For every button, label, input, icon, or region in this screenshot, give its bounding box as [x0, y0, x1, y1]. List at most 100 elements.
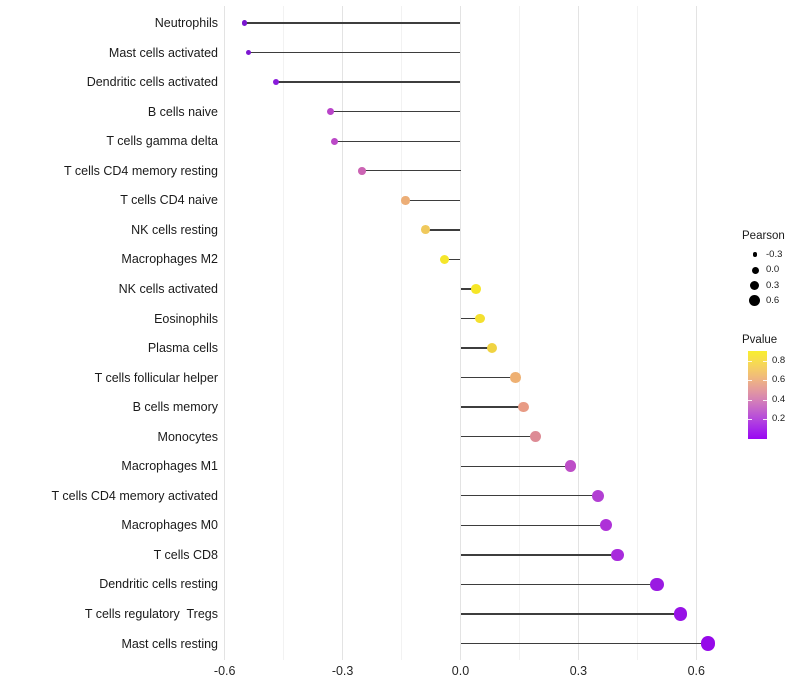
data-point — [486, 343, 497, 354]
size-legend-title: Pearson — [742, 230, 785, 242]
size-legend-dot — [752, 252, 758, 257]
lollipop-stem — [460, 347, 492, 349]
data-point — [401, 196, 410, 205]
x-axis-tick-label: -0.3 — [331, 664, 354, 678]
size-legend-dot — [751, 266, 759, 274]
lollipop-stem — [460, 406, 524, 408]
lollipop-stem — [248, 51, 461, 54]
y-axis-label: Mast cells resting — [121, 636, 218, 651]
y-axis-label: T cells CD8 — [153, 547, 218, 562]
y-axis-label: Dendritic cells activated — [86, 75, 218, 90]
y-axis-label: Plasma cells — [147, 341, 218, 356]
y-axis-label: Dendritic cells resting — [99, 577, 218, 592]
major-gridline — [224, 6, 226, 660]
y-axis-label: Monocytes — [157, 429, 218, 444]
y-axis-label: NK cells activated — [118, 281, 218, 296]
minor-gridline — [401, 6, 403, 660]
data-point — [272, 79, 279, 86]
lollipop-stem — [460, 495, 599, 497]
lollipop-stem — [460, 288, 477, 290]
y-axis-label: Macrophages M0 — [121, 518, 218, 533]
major-gridline — [695, 6, 697, 660]
minor-gridline — [636, 6, 638, 660]
lollipop-stem — [460, 642, 709, 645]
lollipop-stem — [444, 258, 461, 261]
y-axis-label: NK cells resting — [131, 222, 218, 237]
size-legend-dot — [749, 295, 761, 307]
x-axis-tick-label: 0.6 — [687, 664, 705, 678]
y-axis-label: T cells CD4 memory resting — [64, 163, 218, 178]
colorbar-tick — [748, 360, 752, 362]
colorbar-tick-label: 0.4 — [772, 393, 786, 405]
y-axis-label: B cells memory — [132, 400, 218, 415]
x-axis-tick-label: 0.3 — [569, 664, 588, 678]
colorbar-tick — [763, 399, 767, 401]
y-axis-label: Macrophages M1 — [121, 459, 218, 474]
data-point — [440, 254, 450, 264]
size-legend-dot — [750, 280, 760, 290]
lollipop-stem — [330, 110, 461, 113]
lollipop-stem — [275, 81, 461, 83]
y-axis-label: Neutrophils — [154, 16, 218, 30]
colorbar-tick-label: 0.6 — [772, 374, 786, 386]
lollipop-stem — [460, 376, 516, 379]
y-axis-label: T cells regulatory Tregs — [84, 607, 218, 621]
colorbar-tick — [763, 360, 767, 362]
data-point — [327, 108, 335, 116]
size-legend-label: 0.3 — [766, 279, 780, 291]
lollipop-stem — [405, 199, 461, 201]
data-point — [475, 313, 486, 324]
minor-gridline — [518, 6, 520, 660]
size-legend-label: 0.0 — [766, 264, 780, 275]
data-point — [358, 166, 367, 175]
data-point — [510, 372, 521, 383]
lollipop-stem — [460, 317, 481, 320]
y-axis-label: Macrophages M2 — [121, 252, 218, 267]
data-point — [245, 49, 251, 56]
colorbar-tick — [763, 419, 767, 421]
y-axis-label: T cells follicular helper — [94, 370, 218, 385]
x-axis-tick-label: -0.6 — [213, 664, 236, 678]
x-axis-tick-label: 0.0 — [451, 664, 470, 678]
colorbar-tick — [748, 380, 752, 382]
data-point — [241, 20, 248, 26]
colorbar-tick-label: 0.2 — [772, 413, 786, 425]
y-axis-label: Mast cells activated — [108, 45, 218, 60]
lollipop-stem — [460, 436, 536, 438]
color-legend-title: Pvalue — [742, 334, 778, 346]
colorbar-tick — [763, 380, 767, 382]
data-point — [700, 636, 716, 651]
y-axis-label: T cells CD4 naive — [120, 193, 218, 208]
lollipop-stem — [460, 465, 571, 467]
minor-gridline — [283, 6, 285, 660]
data-point — [650, 577, 664, 592]
data-point — [529, 431, 541, 443]
data-point — [599, 519, 613, 532]
lollipop-stem — [244, 22, 461, 24]
colorbar-tick — [748, 399, 752, 401]
data-point — [564, 460, 577, 473]
colorbar-tick — [748, 419, 752, 421]
lollipop-stem — [334, 140, 461, 142]
lollipop-stem — [460, 524, 606, 527]
pvalue-colorbar — [748, 351, 767, 439]
lollipop-stem — [460, 613, 681, 615]
y-axis-label: B cells naive — [147, 104, 218, 119]
data-point — [471, 284, 482, 294]
major-gridline — [342, 6, 344, 660]
data-point — [611, 548, 624, 562]
y-axis-label: T cells gamma delta — [106, 134, 218, 149]
size-legend-label: 0.6 — [766, 295, 780, 306]
data-point — [331, 137, 339, 145]
major-gridline — [460, 6, 461, 660]
y-axis-label: T cells CD4 memory activated — [51, 488, 219, 503]
lollipop-stem — [362, 170, 461, 172]
data-point — [673, 607, 688, 621]
lollipop-stem — [460, 583, 657, 586]
lollipop-stem — [460, 554, 618, 556]
lollipop-stem — [425, 229, 461, 231]
data-point — [420, 225, 430, 235]
size-legend-label: -0.3 — [766, 248, 783, 260]
data-point — [591, 489, 605, 502]
